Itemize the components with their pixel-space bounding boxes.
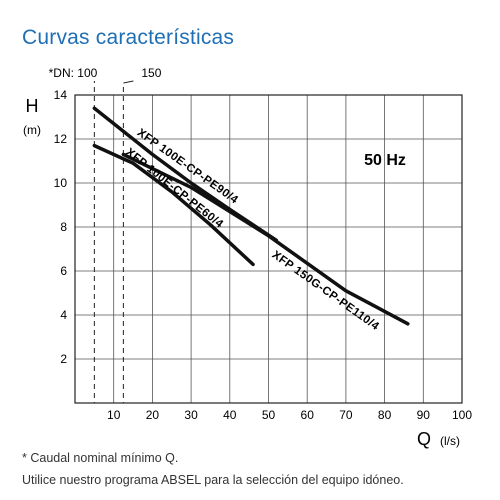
x-tick-label: 60	[301, 408, 315, 422]
plot-frame	[74, 94, 463, 404]
x-tick-label: 20	[146, 408, 160, 422]
page-title: Curvas características	[22, 26, 235, 49]
series-line	[92, 143, 255, 267]
y-tick-label: 4	[60, 308, 67, 322]
x-tick-label: 70	[339, 408, 353, 422]
dn-marker-label: 150	[141, 66, 161, 80]
series-label: XFP 150G-CP-PE110/4	[270, 249, 382, 333]
x-axis-unit: (l/s)	[440, 434, 460, 448]
frequency-label: 50 Hz	[364, 152, 406, 169]
y-tick-label: 10	[54, 176, 68, 190]
y-axis-label: H	[26, 96, 39, 116]
x-tick-label: 50	[262, 408, 276, 422]
dn-markers: *DN: 100 150	[49, 66, 162, 403]
footnote-absel: Utilice nuestro programa ABSEL para la s…	[22, 473, 404, 487]
dn-marker-tick	[123, 80, 134, 84]
y-tick-label: 14	[54, 88, 68, 102]
y-tick-label: 12	[54, 132, 68, 146]
x-tick-label: 100	[452, 408, 472, 422]
dn-marker-label: *DN: 100	[49, 66, 98, 80]
y-tick-label: 8	[60, 220, 67, 234]
footnote-caudal: * Caudal nominal mínimo Q.	[22, 451, 179, 465]
x-tick-label: 30	[184, 408, 198, 422]
y-tick-label: 2	[60, 352, 67, 366]
x-tick-label: 80	[378, 408, 392, 422]
y-tick-label: 6	[60, 264, 67, 278]
x-tick-label: 40	[223, 408, 237, 422]
y-axis-unit: (m)	[23, 123, 41, 137]
series-line	[92, 106, 278, 242]
axes: 10 20 30 40 50 60 70 80 90 100 2 4 6 8 10 12 14	[54, 88, 473, 422]
x-tick-label: 90	[417, 408, 431, 422]
series-line	[121, 152, 410, 326]
x-tick-label: 10	[107, 408, 121, 422]
x-axis-label: Q	[417, 429, 431, 449]
